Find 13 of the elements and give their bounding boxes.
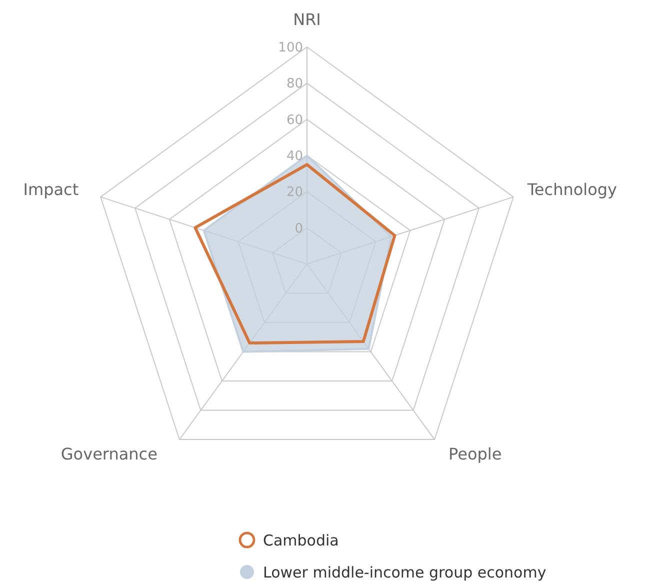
spoke-label: NRI [293, 10, 321, 29]
legend-label: Cambodia [263, 531, 339, 550]
y-tick-label: 40 [286, 149, 303, 164]
y-tick-label: 20 [286, 185, 303, 200]
spoke-label: Technology [526, 180, 618, 199]
y-tick-label: 60 [286, 112, 303, 128]
spoke-label: Governance [60, 444, 158, 464]
spoke-label: Impact [23, 180, 79, 199]
y-tick-label: 80 [286, 76, 303, 92]
spoke-label: People [448, 444, 502, 464]
legend-label: Lower middle-income group economy [263, 563, 546, 582]
y-tick-label: 100 [278, 40, 303, 56]
y-tick-label: 0 [294, 221, 303, 236]
